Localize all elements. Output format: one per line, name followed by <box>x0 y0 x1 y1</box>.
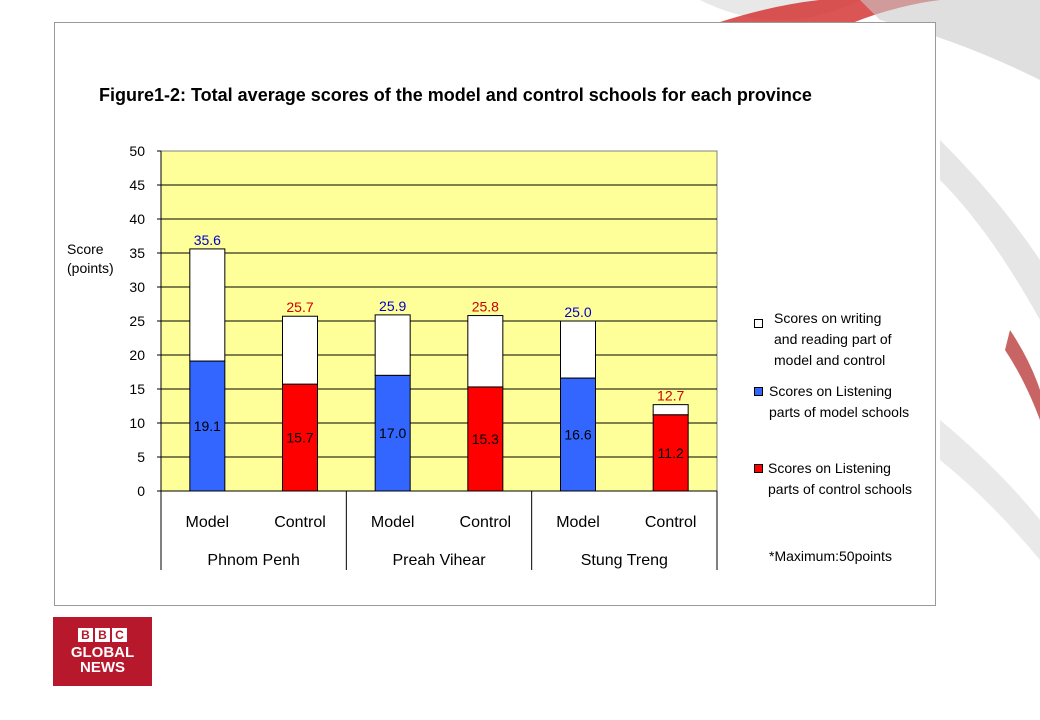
logo-block: C <box>112 628 127 642</box>
logo-blocks: B B C <box>78 628 127 642</box>
logo-block: B <box>78 628 93 642</box>
bbc-global-news-logo: B B C GLOBAL NEWS <box>53 617 152 686</box>
bar-writing-reading <box>374 314 411 376</box>
data-label-total: 25.8 <box>472 299 499 315</box>
legend-item-writing: Scores on writing and reading part of mo… <box>774 308 892 371</box>
x-tick-label: Model <box>556 514 600 531</box>
bar-writing-reading <box>560 320 596 379</box>
bar-chart: 0 5 10 15 20 25 30 35 40 45 50 35.6 19.1 Model 25.7 15.… <box>129 143 718 570</box>
data-label-listening: 15.7 <box>286 430 313 446</box>
y-tick-label: 30 <box>129 279 145 295</box>
x-tick-label: Model <box>371 514 415 531</box>
y-tick-label: 10 <box>129 415 145 431</box>
chart-panel: Figure1-2: Total average scores of the m… <box>54 22 936 606</box>
bar-listening-control <box>282 383 318 492</box>
x-tick-label: Model <box>186 514 230 531</box>
bar-writing-reading <box>652 404 689 416</box>
legend-text: model and control <box>774 352 886 368</box>
data-label-listening: 15.3 <box>472 431 499 447</box>
group-label: Preah Vihear <box>392 552 486 569</box>
y-tick-label: 15 <box>129 381 145 397</box>
y-tick-label: 45 <box>129 177 145 193</box>
legend-text: and reading part of <box>774 331 892 347</box>
legend-swatch-control-listening <box>754 464 763 473</box>
logo-block: B <box>95 628 110 642</box>
group-label: Phnom Penh <box>207 552 300 569</box>
y-tick-label: 20 <box>129 347 145 363</box>
data-label-total: 25.7 <box>286 299 313 315</box>
bar-listening-model <box>189 360 226 492</box>
data-label-total: 25.0 <box>564 304 591 320</box>
logo-line-global: GLOBAL <box>70 644 135 661</box>
legend-swatch-model-listening <box>754 387 763 396</box>
bar-listening-control <box>467 386 504 492</box>
bar-listening-control <box>652 414 689 492</box>
maximum-note: *Maximum:50points <box>769 548 892 564</box>
legend-swatch-writing <box>754 319 763 328</box>
data-label-listening: 11.2 <box>658 445 684 461</box>
data-label-total: 12.7 <box>657 388 684 404</box>
y-tick-label: 5 <box>137 449 145 465</box>
bar-listening-model <box>374 374 411 492</box>
data-label-total: 25.9 <box>379 298 406 314</box>
x-tick-label: Control <box>274 514 326 531</box>
y-tick-label: 40 <box>129 211 145 227</box>
logo-line-news: NEWS <box>80 659 125 676</box>
legend-item-control-listening: Scores on Listening parts of control sch… <box>768 458 912 500</box>
group-label: Stung Treng <box>581 552 668 569</box>
y-tick-label: 0 <box>137 483 145 499</box>
y-axis-label: Score (points) <box>67 240 127 278</box>
bar-listening-model <box>560 377 596 492</box>
x-tick-label: Control <box>645 514 697 531</box>
y-tick-label: 35 <box>129 245 145 261</box>
legend-text: Scores on writing <box>774 310 882 326</box>
legend-text: parts of model schools <box>769 404 910 420</box>
legend-text: parts of control schools <box>768 481 912 497</box>
y-axis-label-line-1: Score <box>67 241 104 257</box>
bar-writing-reading <box>282 315 318 385</box>
data-label-total: 35.6 <box>194 232 221 248</box>
data-label-listening: 16.6 <box>564 427 591 443</box>
y-axis-label-line-2: (points) <box>67 260 114 276</box>
data-label-listening: 17.0 <box>379 425 406 441</box>
y-tick-label: 25 <box>129 313 145 329</box>
legend-text: Scores on Listening <box>769 383 892 399</box>
x-tick-label: Control <box>460 514 512 531</box>
data-label-listening: 19.1 <box>194 418 221 434</box>
bar-writing-reading <box>467 315 504 388</box>
bar-writing-reading <box>189 248 226 362</box>
legend-item-model-listening: Scores on Listening parts of model schoo… <box>769 381 909 423</box>
legend-text: Scores on Listening <box>768 460 891 476</box>
chart-title: Figure1-2: Total average scores of the m… <box>99 85 812 105</box>
y-tick-label: 50 <box>129 143 145 159</box>
